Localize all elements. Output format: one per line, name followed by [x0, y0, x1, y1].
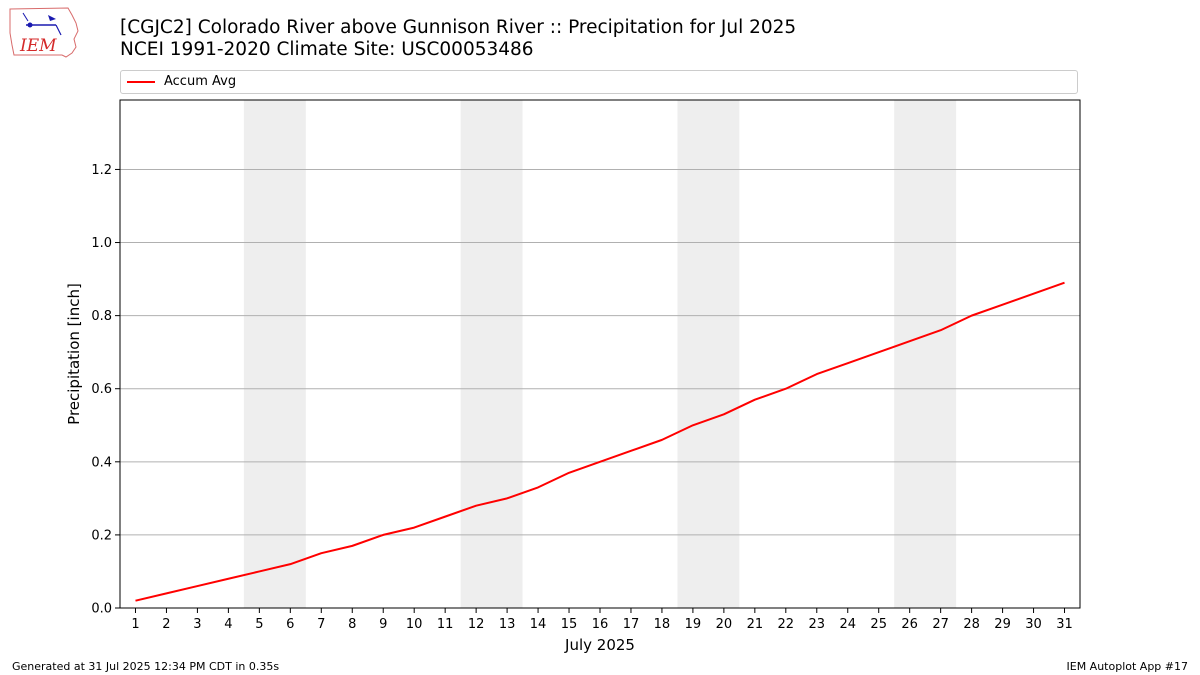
generated-timestamp: Generated at 31 Jul 2025 12:34 PM CDT in…	[12, 660, 280, 673]
legend-swatch-accum-avg	[127, 81, 155, 83]
iem-logo: IEM	[9, 7, 79, 58]
iowa-outline-icon	[9, 7, 79, 58]
x-axis-label: July 2025	[564, 636, 635, 654]
x-tick-label-6: 6	[286, 617, 294, 632]
x-tick-label-21: 21	[747, 617, 764, 632]
x-tick-label-15: 15	[561, 617, 578, 632]
weekend-band-3	[677, 100, 740, 608]
x-tick-label-18: 18	[654, 617, 671, 632]
x-tick-label-20: 20	[716, 617, 733, 632]
x-tick-label-12: 12	[468, 617, 485, 632]
chart-title-line1: [CGJC2] Colorado River above Gunnison Ri…	[120, 17, 797, 38]
x-tick-label-11: 11	[437, 617, 454, 632]
x-tick-label-23: 23	[809, 617, 826, 632]
x-tick-label-9: 9	[379, 617, 387, 632]
y-tick-label-6: 1.2	[91, 163, 112, 178]
x-tick-label-14: 14	[530, 617, 547, 632]
x-tick-label-30: 30	[1025, 617, 1042, 632]
x-tick-label-4: 4	[224, 617, 232, 632]
x-tick-label-10: 10	[406, 617, 423, 632]
x-tick-label-24: 24	[839, 617, 856, 632]
x-tick-label-2: 2	[162, 617, 170, 632]
y-tick-label-4: 0.8	[91, 309, 112, 324]
weekend-band-1	[243, 100, 306, 608]
x-tick-label-25: 25	[870, 617, 887, 632]
x-tick-label-16: 16	[592, 617, 609, 632]
x-tick-label-19: 19	[685, 617, 702, 632]
x-tick-label-8: 8	[348, 617, 356, 632]
y-tick-label-2: 0.4	[91, 455, 112, 470]
x-tick-label-28: 28	[963, 617, 980, 632]
x-tick-label-5: 5	[255, 617, 263, 632]
chart-title: [CGJC2] Colorado River above Gunnison Ri…	[120, 17, 796, 61]
y-tick-label-1: 0.2	[91, 528, 112, 543]
x-tick-label-3: 3	[193, 617, 201, 632]
weekend-band-4	[894, 100, 957, 608]
weekend-band-2	[460, 100, 523, 608]
x-tick-label-13: 13	[499, 617, 516, 632]
x-tick-label-22: 22	[778, 617, 795, 632]
logo-text: IEM	[19, 36, 57, 56]
x-tick-label-31: 31	[1056, 617, 1073, 632]
legend-label-accum-avg: Accum Avg	[164, 74, 237, 89]
x-tick-label-1: 1	[131, 617, 139, 632]
x-tick-label-26: 26	[901, 617, 918, 632]
y-tick-label-0: 0.0	[91, 602, 112, 617]
app-label: IEM Autoplot App #17	[1066, 660, 1189, 673]
y-axis-label: Precipitation [inch]	[65, 283, 83, 425]
x-tick-label-7: 7	[317, 617, 325, 632]
y-tick-label-5: 1.0	[91, 236, 112, 251]
chart-subtitle: NCEI 1991-2020 Climate Site: USC00053486	[120, 39, 534, 60]
x-tick-label-29: 29	[994, 617, 1011, 632]
legend: Accum Avg	[120, 70, 1078, 94]
x-tick-label-27: 27	[932, 617, 949, 632]
x-tick-label-17: 17	[623, 617, 640, 632]
y-tick-label-3: 0.6	[91, 382, 112, 397]
